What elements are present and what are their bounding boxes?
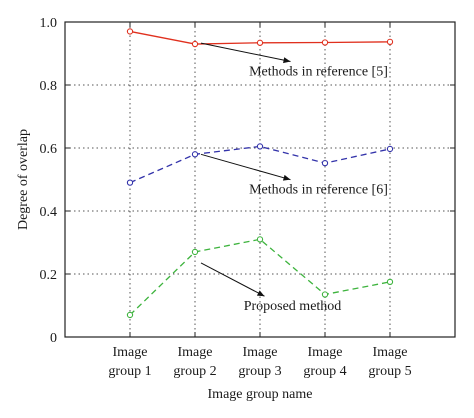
annotation-arrow-line xyxy=(200,42,291,63)
annotation-label-ref5: Methods in reference [5] xyxy=(249,65,388,80)
series-point-ref6 xyxy=(321,159,329,167)
x-tick-label-line: Image xyxy=(113,345,148,360)
annotation-arrow-head xyxy=(282,174,291,181)
series-point-proposed xyxy=(386,278,394,286)
x-axis-title: Image group name xyxy=(208,387,313,402)
x-tick-label: Image group 4 xyxy=(303,345,346,379)
series-line-proposed xyxy=(129,238,391,316)
series-point-ref5 xyxy=(126,28,134,35)
annotation-label-proposed: Proposed method xyxy=(244,299,342,314)
series-line-ref6 xyxy=(129,145,391,184)
plot-frame xyxy=(64,21,456,338)
y-axis-title: Degree of overlap xyxy=(16,129,31,230)
y-tick-label: 0.6 xyxy=(40,142,58,157)
series-point-ref6 xyxy=(256,143,264,150)
series-point-ref6 xyxy=(386,145,394,153)
annotation-label-ref6: Methods in reference [6] xyxy=(249,183,388,198)
grid-layer xyxy=(65,22,455,337)
series-point-proposed xyxy=(126,311,134,319)
annotation-arrow-head xyxy=(256,290,265,297)
y-axis-ticks: 0 0.2 0.4 0.6 0.8 1.0 xyxy=(40,16,455,346)
x-tick-label: Image group 2 xyxy=(173,345,216,379)
x-tick-label-line: group 5 xyxy=(368,364,411,379)
x-tick-label: Image group 3 xyxy=(238,345,281,379)
annotation-layer: Methods in reference [5] Methods in refer… xyxy=(200,42,388,314)
x-tick-label-line: Image xyxy=(373,345,408,360)
y-tick-label: 1.0 xyxy=(40,16,58,31)
series-point-ref5 xyxy=(386,38,394,45)
series-layer xyxy=(126,28,394,319)
series-point-ref6 xyxy=(126,179,134,186)
x-tick-label-line: group 1 xyxy=(108,364,151,379)
x-tick-label: Image group 5 xyxy=(368,345,411,379)
y-tick-label: 0.4 xyxy=(40,205,58,220)
y-tick-label: 0 xyxy=(50,331,57,346)
series-point-proposed xyxy=(321,291,329,298)
x-tick-label-line: Image xyxy=(308,345,343,360)
y-tick-label: 0.8 xyxy=(40,79,58,94)
annotation-arrow-head xyxy=(283,57,291,64)
y-tick-label: 0.2 xyxy=(40,268,58,283)
x-tick-label-line: group 4 xyxy=(303,364,346,379)
series-point-ref5 xyxy=(191,40,199,48)
annotation-arrow-line xyxy=(200,153,291,181)
x-tick-label-line: group 2 xyxy=(173,364,216,379)
series-point-proposed xyxy=(256,236,264,243)
annotation-arrow-line xyxy=(200,262,265,297)
series-point-ref6 xyxy=(191,151,199,158)
x-tick-label-line: Image xyxy=(178,345,213,360)
series-point-ref5 xyxy=(321,39,329,46)
x-tick-label: Image group 1 xyxy=(108,345,151,379)
x-tick-label-line: group 3 xyxy=(238,364,281,379)
x-tick-label-line: Image xyxy=(243,345,278,360)
series-point-ref5 xyxy=(256,39,264,46)
series-point-proposed xyxy=(191,248,199,256)
